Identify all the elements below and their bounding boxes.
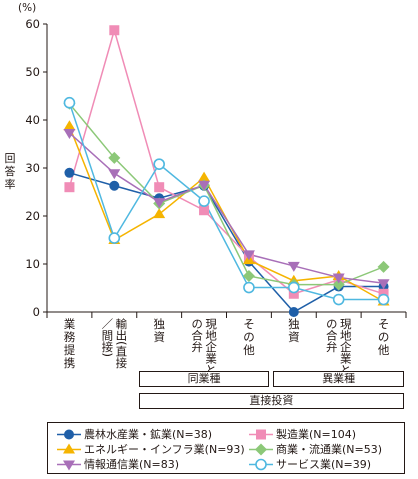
data-point xyxy=(153,158,165,170)
legend-swatch xyxy=(57,443,81,454)
data-point xyxy=(288,288,299,299)
data-point xyxy=(199,205,210,216)
x-tick-label: その他 xyxy=(243,317,255,357)
data-point xyxy=(198,195,210,207)
legend-swatch-marker xyxy=(255,458,267,471)
series-line xyxy=(68,103,384,286)
legend-swatch-marker xyxy=(255,443,267,456)
data-point xyxy=(288,307,299,317)
legend-swatch-marker xyxy=(63,443,75,454)
data-point xyxy=(63,96,76,109)
y-tick-label: 50 xyxy=(25,65,40,79)
x-tick-label: 業務提携 xyxy=(63,317,76,370)
legend-swatch-marker xyxy=(64,429,74,440)
data-point xyxy=(153,198,166,209)
x-tick-label: 輸出(直接／間接) xyxy=(100,318,129,369)
data-point xyxy=(63,128,76,139)
legend-swatch-marker xyxy=(63,460,75,471)
legend-label: 商業・流通業(N=53) xyxy=(276,443,383,456)
data-point xyxy=(153,208,166,219)
data-point xyxy=(108,151,121,164)
data-point xyxy=(288,281,300,294)
legend-label: 農林水産業・鉱業(N=38) xyxy=(84,428,213,441)
legend-label: サービス業(N=39) xyxy=(276,458,372,471)
y-tick-label: 0 xyxy=(33,305,40,319)
data-point xyxy=(332,273,345,284)
data-point xyxy=(377,279,390,290)
legend-swatch xyxy=(57,460,81,471)
data-point xyxy=(108,169,121,180)
x-tick-label: 独資 xyxy=(153,317,165,344)
legend-label: 製造業(N=104) xyxy=(276,428,357,441)
group-label: 異業種 xyxy=(273,371,404,387)
data-point xyxy=(242,250,255,261)
series-line xyxy=(68,27,384,295)
data-point xyxy=(242,270,255,282)
series-line xyxy=(69,172,384,313)
data-point xyxy=(243,281,255,294)
data-point xyxy=(63,120,76,131)
data-point xyxy=(287,261,300,272)
legend-swatch xyxy=(57,429,81,440)
y-tick-label: 60 xyxy=(25,17,40,31)
x-tick-label: 現地企業との合弁 xyxy=(324,318,353,376)
x-tick-label: その他 xyxy=(377,317,390,357)
data-point xyxy=(64,182,75,193)
legend-label: エネルギー・インフラ業(N=93) xyxy=(84,443,245,456)
group-label: 直接投資 xyxy=(138,393,404,409)
legend: 農林水産業・鉱業(N=38) 製造業(N=104) エネルギー・インフラ業(N=93… xyxy=(47,422,405,474)
group-label: 同業種 xyxy=(138,371,270,387)
data-point xyxy=(198,171,211,182)
data-point xyxy=(198,180,211,191)
data-point xyxy=(109,25,120,36)
data-point xyxy=(108,232,121,244)
legend-swatch-marker xyxy=(256,429,266,440)
y-tick-label: 30 xyxy=(25,161,40,175)
legend-swatch xyxy=(249,443,273,456)
y-tick-label: 40 xyxy=(25,113,40,127)
legend-swatch xyxy=(249,429,273,440)
data-point xyxy=(332,278,345,291)
legend-swatch xyxy=(249,458,273,471)
data-point xyxy=(377,293,390,306)
data-point xyxy=(64,167,75,178)
x-tick-label: 独資 xyxy=(288,317,300,344)
legend-label: 情報通信業(N=83) xyxy=(84,458,180,471)
series-line xyxy=(68,102,384,301)
y-axis-unit: (%) xyxy=(18,2,37,14)
data-point xyxy=(332,293,345,306)
x-tick-label: 現地企業との合弁 xyxy=(190,318,219,376)
y-tick-label: 10 xyxy=(25,257,40,271)
series-line xyxy=(68,132,384,284)
y-tick-label: 20 xyxy=(25,209,40,223)
data-point xyxy=(377,260,390,273)
data-point xyxy=(109,180,120,191)
y-axis-label: 回答率 xyxy=(4,152,16,191)
data-point xyxy=(154,182,165,193)
